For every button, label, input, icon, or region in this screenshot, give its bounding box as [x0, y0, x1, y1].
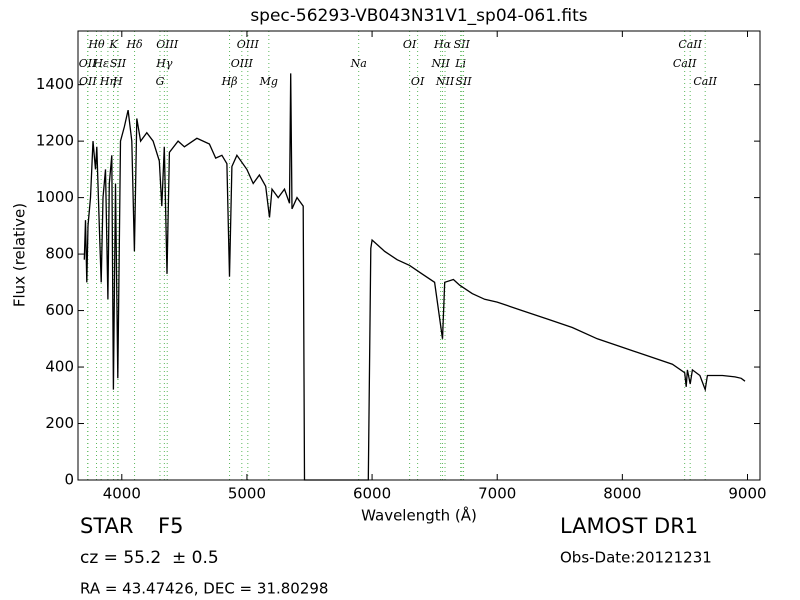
- spectral-line-label: H: [112, 75, 123, 88]
- spectral-line-label: Mg: [259, 75, 278, 88]
- survey: LAMOST DR1: [560, 514, 698, 538]
- y-tick-label: 600: [45, 301, 74, 319]
- y-tick-label: 1400: [36, 75, 74, 93]
- spectral-line-label: Hδ: [125, 38, 143, 51]
- object-class: STAR: [80, 514, 133, 538]
- spectrum-line: [83, 73, 746, 481]
- spectral-line-label: SII: [454, 38, 471, 51]
- chart-title: spec-56293-VB043N31V1_sp04-061.fits: [250, 6, 587, 26]
- spectral-line-label: Hα: [433, 38, 452, 51]
- spectral-line-label: OIII: [231, 57, 254, 70]
- spectral-line-label: Hη: [99, 75, 117, 88]
- y-tick-label: 0: [64, 471, 74, 489]
- x-tick-label: 8000: [603, 485, 641, 503]
- y-tick-label: 1200: [36, 132, 74, 150]
- y-tick-label: 200: [45, 414, 74, 432]
- subclass: F5: [158, 514, 183, 538]
- y-axis-label: Flux (relative): [11, 203, 29, 307]
- spectral-line-label: CaII: [693, 75, 717, 88]
- spectral-line-label: OIII: [156, 38, 179, 51]
- spectral-line-label: CaII: [678, 38, 702, 51]
- redshift: cz = 55.2 ± 0.5: [80, 548, 219, 568]
- spectral-line-label: OIII: [237, 38, 260, 51]
- spectral-line-label: K: [108, 38, 118, 51]
- spectral-line-label: Hβ: [221, 75, 238, 88]
- spectral-line-label: SII: [110, 57, 127, 70]
- spectral-line-label: Hγ: [155, 57, 173, 70]
- spectral-line-label: Hε: [92, 57, 109, 70]
- spectral-line-label: G: [156, 75, 165, 88]
- spectral-line-label: NII: [430, 57, 450, 70]
- y-tick-label: 1000: [36, 188, 74, 206]
- x-tick-label: 6000: [353, 485, 391, 503]
- x-tick-label: 9000: [728, 485, 766, 503]
- y-tick-label: 800: [45, 245, 74, 263]
- spectral-line-label: Li: [454, 57, 466, 70]
- spectral-line-label: OII: [79, 75, 97, 88]
- plot-frame: [77, 30, 761, 481]
- spectral-line-label: SII: [455, 75, 472, 88]
- spectral-line-label: OI: [411, 75, 425, 88]
- spectral-line-label: Hθ: [87, 38, 105, 51]
- x-tick-label: 4000: [103, 485, 141, 503]
- spectral-line-label: OI: [403, 38, 417, 51]
- spectral-line-label: CaII: [673, 57, 697, 70]
- spectral-line-label: NII: [435, 75, 455, 88]
- coordinates: RA = 43.47426, DEC = 31.80298: [80, 580, 328, 598]
- y-tick-label: 400: [45, 358, 74, 376]
- obs-date: Obs-Date:20121231: [560, 549, 712, 567]
- x-axis-label: Wavelength (Å): [361, 506, 477, 525]
- spectral-line-label: Na: [350, 57, 367, 70]
- x-tick-label: 7000: [478, 485, 516, 503]
- x-tick-label: 5000: [228, 485, 266, 503]
